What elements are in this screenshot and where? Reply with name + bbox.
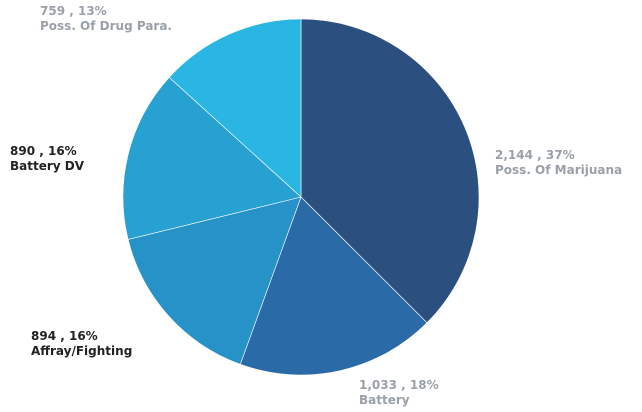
pie-slice-battery <box>239 196 428 376</box>
data-label-name-battery: Battery <box>359 393 410 407</box>
data-label-name-affray-fighting: Affray/Fighting <box>31 344 132 358</box>
data-label-value-poss-of-drug-para: 759 , 13% <box>40 4 107 18</box>
data-label-battery: 1,033 , 18%Battery <box>359 378 439 407</box>
data-label-value-affray-fighting: 894 , 16% <box>31 329 98 343</box>
data-label-value-battery-dv: 890 , 16% <box>10 144 77 158</box>
pie-slice-affray-fighting <box>127 196 302 365</box>
pie-slice-poss-of-drug-para <box>168 18 302 198</box>
data-label-poss-of-drug-para: 759 , 13%Poss. Of Drug Para. <box>40 4 172 33</box>
data-label-affray-fighting: 894 , 16%Affray/Fighting <box>31 329 132 358</box>
pie-slices <box>122 18 480 376</box>
data-label-value-poss-of-marijuana: 2,144 , 37% <box>495 148 575 162</box>
data-label-name-poss-of-drug-para: Poss. Of Drug Para. <box>40 19 172 33</box>
data-label-battery-dv: 890 , 16%Battery DV <box>10 144 85 173</box>
pie-slice-poss-of-marijuana <box>300 18 480 324</box>
data-label-poss-of-marijuana: 2,144 , 37%Poss. Of Marijuana <box>495 148 622 177</box>
data-labels: 2,144 , 37%Poss. Of Marijuana 1,033 , 18%… <box>10 4 622 407</box>
pie-slice-battery-dv <box>122 76 302 240</box>
data-label-name-battery-dv: Battery DV <box>10 159 85 173</box>
data-label-value-battery: 1,033 , 18% <box>359 378 439 392</box>
data-label-name-poss-of-marijuana: Poss. Of Marijuana <box>495 163 622 177</box>
